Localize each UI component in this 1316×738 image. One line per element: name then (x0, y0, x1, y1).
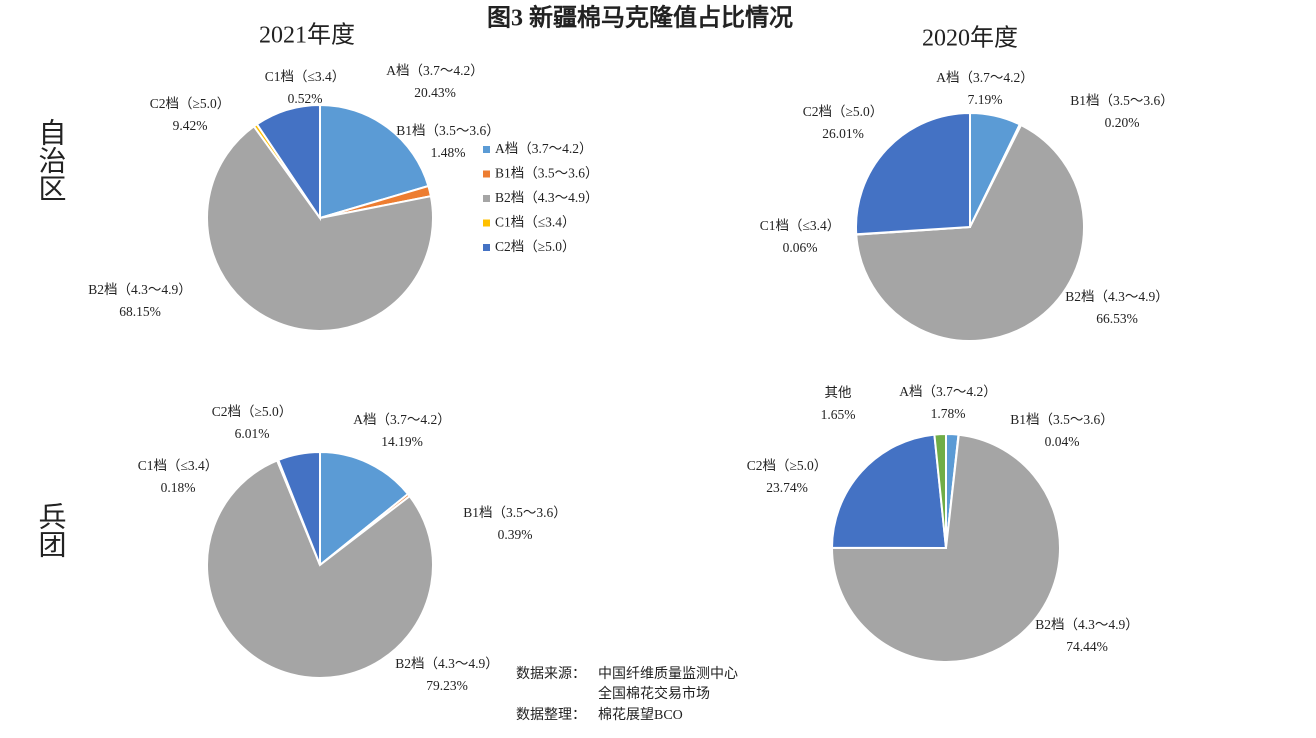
legend-swatch (483, 146, 490, 153)
pie-slice (277, 450, 321, 566)
slice-value-label: 79.23% (426, 678, 468, 693)
slice-category: B1档（3.5～3.6） (1010, 412, 1114, 427)
slice-value-label: 7.19% (968, 92, 1003, 107)
slice-category: B2档（4.3～4.9） (1065, 289, 1169, 304)
slice-value-label: 6.01% (235, 426, 270, 441)
slice-value-label: 9.42% (173, 118, 208, 133)
legend-swatch (483, 219, 490, 227)
slice-value-label: 1.78% (931, 406, 966, 421)
note-label: 数据整理： (516, 707, 586, 723)
slice-value-label: 1.65% (821, 407, 856, 422)
legend-swatch (483, 170, 490, 178)
note-text: 中国纤维质量监测中心 (598, 666, 738, 682)
note-label: 数据来源： (516, 666, 586, 682)
row-label: 兵团 (35, 502, 66, 558)
pie-title: 2020年度 (922, 25, 1018, 52)
pie-slice (830, 433, 948, 550)
legend-label: A档（3.7～4.2） (495, 141, 593, 156)
slice-value-label: 0.39% (498, 527, 533, 542)
slice-category: C1档（≤3.4） (760, 218, 841, 233)
slice-category: B1档（3.5～3.6） (1070, 93, 1174, 108)
row-label: 自治区 (35, 118, 66, 202)
slice-value-label: 14.19% (381, 434, 423, 449)
slice-value-label: 68.15% (119, 304, 161, 319)
slice-category: B2档（4.3～4.9） (395, 656, 499, 671)
slice-value-label: 20.43% (414, 85, 456, 100)
slice-value-label: 0.18% (161, 480, 196, 495)
slice-category: C2档（≥5.0） (212, 404, 293, 419)
legend-swatch (483, 195, 490, 202)
slice-category: A档（3.7～4.2） (353, 412, 451, 427)
slice-value-label: 0.20% (1105, 115, 1140, 130)
slice-category: C1档（≤3.4） (265, 69, 346, 84)
pie-slice (206, 124, 434, 332)
slice-value-label: 0.52% (288, 91, 323, 106)
pie-slice (319, 450, 410, 568)
slice-value-label: 0.06% (783, 240, 818, 255)
slice-category: C1档（≤3.4） (138, 458, 219, 473)
legend-label: B2档（4.3～4.9） (495, 190, 599, 205)
slice-category: B2档（4.3～4.9） (1035, 617, 1139, 632)
pie-slice (855, 123, 1085, 342)
slice-category: A档（3.7～4.2） (899, 384, 997, 399)
slice-category: C2档（≥5.0） (803, 104, 884, 119)
slice-value-label: 23.74% (766, 480, 808, 495)
chart-title: 图3 新疆棉马克隆值占比情况 (487, 4, 793, 32)
slice-category: B1档（3.5～3.6） (396, 123, 500, 138)
slice-value-label: 0.04% (1045, 434, 1080, 449)
legend-label: B1档（3.5～3.6） (495, 166, 599, 181)
slice-category: C2档（≥5.0） (747, 458, 828, 473)
slice-category: A档（3.7～4.2） (386, 63, 484, 78)
slice-category: B1档（3.5～3.6） (463, 505, 567, 520)
slice-category: 其他 (825, 385, 852, 400)
pie-slice (255, 103, 321, 222)
pie-title: 2021年度 (259, 22, 355, 49)
slice-value-label: 1.48% (431, 145, 466, 160)
pie-slice (933, 432, 947, 549)
slice-value-label: 26.01% (822, 126, 864, 141)
pie-slice (206, 459, 434, 679)
slice-category: C2档（≥5.0） (150, 96, 231, 111)
slice-category: A档（3.7～4.2） (936, 70, 1034, 85)
legend-label: C1档（≤3.4） (495, 215, 576, 230)
note-text: 棉花展望BCO (598, 706, 683, 723)
legend-swatch (483, 244, 490, 251)
pie-slice (855, 111, 971, 236)
slice-value-label: 74.44% (1066, 639, 1108, 654)
slice-category: B2档（4.3～4.9） (88, 282, 192, 297)
legend-label: C2档（≥5.0） (495, 239, 576, 254)
slice-value-label: 66.53% (1096, 311, 1138, 326)
pie-slice (319, 103, 430, 220)
note-text: 全国棉花交易市场 (598, 685, 710, 702)
